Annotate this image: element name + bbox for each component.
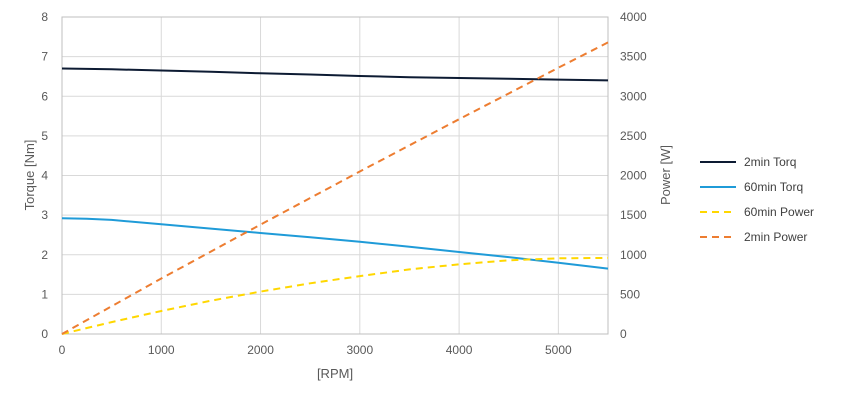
right-y-tick-label: 500 bbox=[620, 287, 640, 301]
left-y-axis-title: Torque [Nm] bbox=[22, 140, 37, 211]
left-y-tick-label: 4 bbox=[41, 169, 48, 183]
plot-area-frame bbox=[61, 16, 609, 335]
series-line-60min-power bbox=[61, 256, 609, 335]
x-tick-label: 2000 bbox=[247, 343, 274, 357]
right-y-tick-label: 4000 bbox=[620, 10, 647, 24]
legend: 2min Torq 60min Torq 60min Power 2min Power bbox=[700, 155, 814, 244]
x-axis-title: [RPM] bbox=[317, 366, 353, 381]
right-y-tick-label: 1000 bbox=[620, 248, 647, 262]
right-y-tick-label: 2500 bbox=[620, 129, 647, 143]
left-y-tick-label: 2 bbox=[41, 248, 48, 262]
left-y-tick-label: 6 bbox=[41, 89, 48, 103]
left-y-tick-label: 1 bbox=[41, 287, 48, 301]
x-tick-label: 4000 bbox=[446, 343, 473, 357]
left-y-tick-label: 7 bbox=[41, 50, 48, 64]
gridlines bbox=[62, 16, 608, 334]
series-lines bbox=[61, 41, 609, 335]
right-y-axis-ticks: 0 500 1000 1500 2000 2500 3000 3500 4000 bbox=[620, 10, 647, 341]
right-y-tick-label: 3000 bbox=[620, 89, 647, 103]
right-y-tick-label: 3500 bbox=[620, 50, 647, 64]
series-line-60min-torq bbox=[61, 217, 609, 270]
legend-label: 2min Power bbox=[744, 230, 807, 244]
legend-label: 60min Torq bbox=[744, 180, 803, 194]
x-tick-label: 0 bbox=[59, 343, 66, 357]
series-line-2min-torq bbox=[61, 67, 609, 82]
left-y-tick-label: 5 bbox=[41, 129, 48, 143]
left-y-tick-label: 0 bbox=[41, 327, 48, 341]
x-axis-ticks: 0 1000 2000 3000 4000 5000 bbox=[59, 343, 572, 357]
legend-label: 60min Power bbox=[744, 205, 814, 219]
right-y-tick-label: 2000 bbox=[620, 169, 647, 183]
right-y-tick-label: 1500 bbox=[620, 208, 647, 222]
right-y-axis-title: Power [W] bbox=[658, 145, 673, 205]
x-tick-label: 5000 bbox=[545, 343, 572, 357]
right-y-tick-label: 0 bbox=[620, 327, 627, 341]
x-tick-label: 3000 bbox=[346, 343, 373, 357]
x-tick-label: 1000 bbox=[148, 343, 175, 357]
left-y-axis-ticks: 0 1 2 3 4 5 6 7 8 bbox=[41, 10, 48, 341]
legend-label: 2min Torq bbox=[744, 155, 796, 169]
axes bbox=[61, 16, 609, 335]
left-y-tick-label: 8 bbox=[41, 10, 48, 24]
series-line-2min-power bbox=[61, 41, 609, 335]
left-y-tick-label: 3 bbox=[41, 208, 48, 222]
